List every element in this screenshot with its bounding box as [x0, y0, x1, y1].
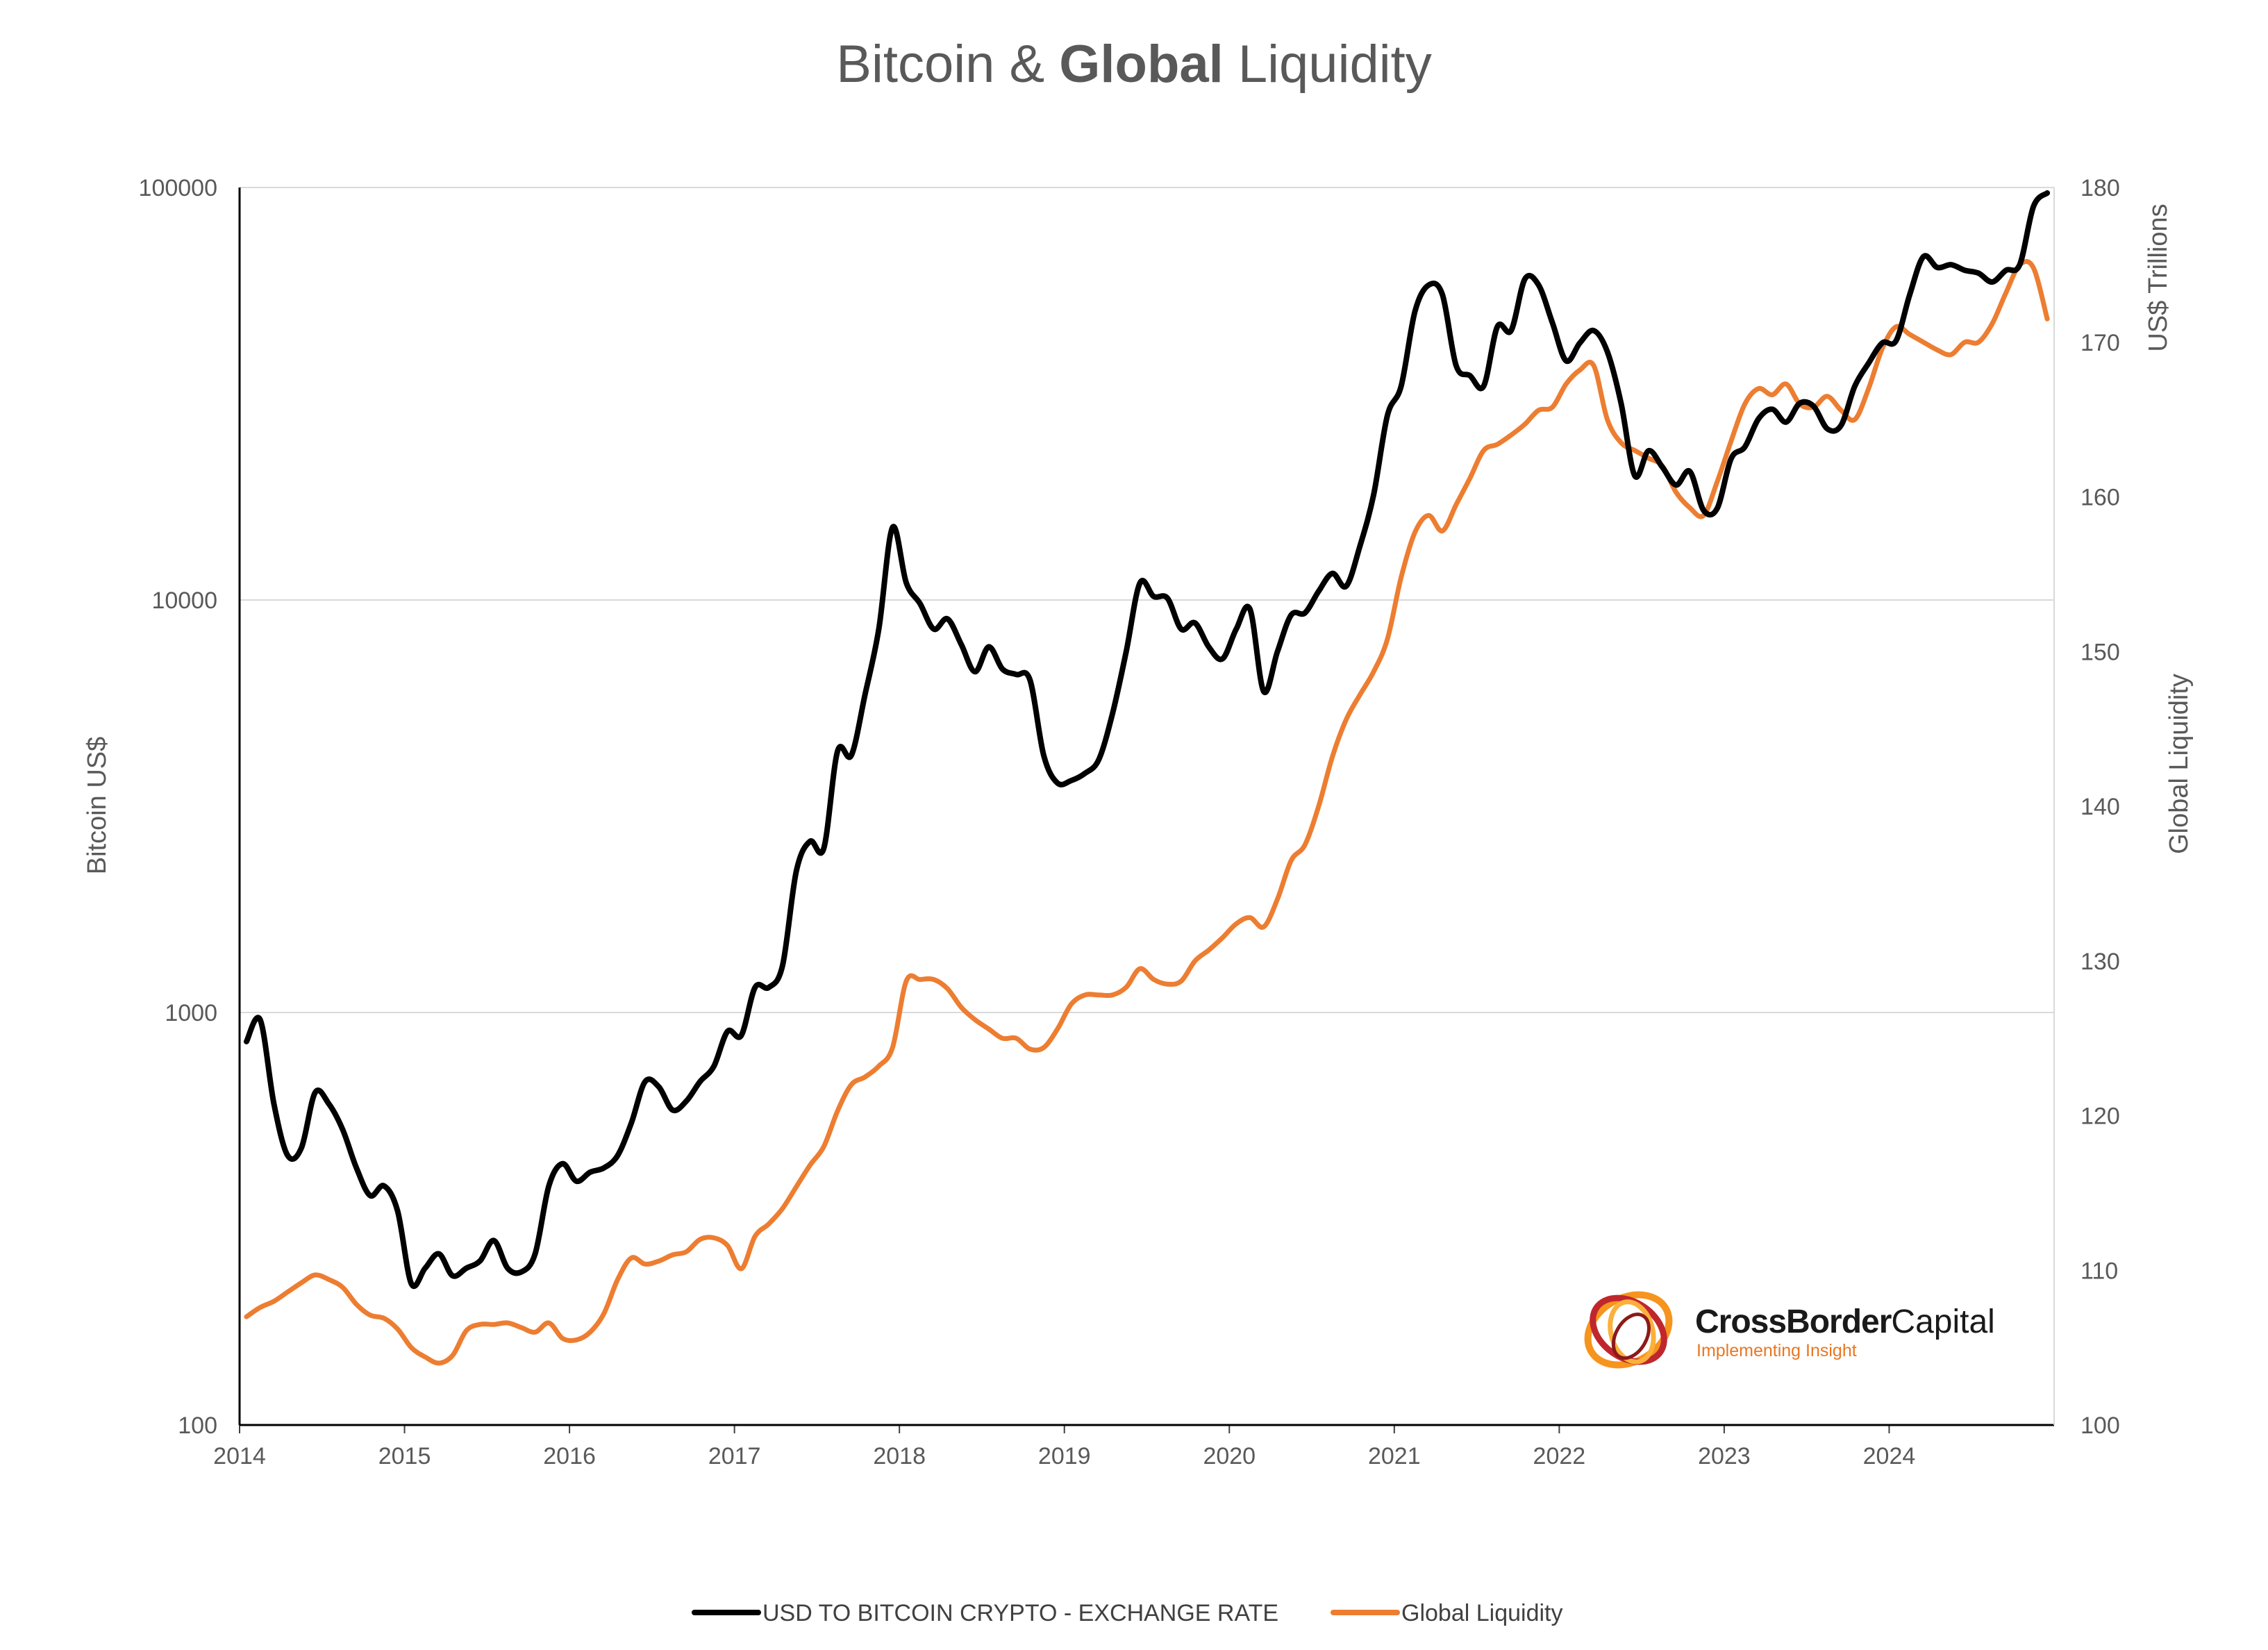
- crossborder-logo: CrossBorderCapital Implementing Insight: [1584, 1291, 1995, 1369]
- legend-label-bitcoin: USD TO BITCOIN CRYPTO - EXCHANGE RATE: [762, 1600, 1278, 1626]
- logo-name: CrossBorderCapital: [1695, 1303, 1995, 1340]
- y-left-tick-10000: 10000: [151, 588, 217, 614]
- gridlines: [240, 187, 2054, 1426]
- series-lines: [243, 190, 2051, 1366]
- chart-title-part2: Liquidity: [1224, 35, 1432, 94]
- logo-name-bold: CrossBorder: [1695, 1303, 1892, 1340]
- y-axis-right-units: US$ Trillions: [2144, 203, 2173, 351]
- y-right-tick-160: 160: [2081, 485, 2120, 511]
- series-line-global-liquidity: [244, 258, 2050, 1366]
- x-tick-2018: 2018: [873, 1443, 926, 1469]
- y-right-tick-130: 130: [2081, 949, 2120, 975]
- y-axis-left-title: Bitcoin US$: [83, 737, 112, 875]
- y-right-tick-100: 100: [2081, 1412, 2120, 1439]
- x-tick-2019: 2019: [1038, 1443, 1091, 1469]
- series-line-bitcoin: [243, 190, 2051, 1289]
- x-tick-2014: 2014: [213, 1443, 266, 1469]
- y-right-tick-140: 140: [2081, 794, 2120, 820]
- logo-name-regular: Capital: [1891, 1303, 1994, 1340]
- x-tick-2023: 2023: [1698, 1443, 1751, 1469]
- y-right-tick-180: 180: [2081, 175, 2120, 201]
- axes: [238, 188, 2055, 1433]
- logo-swirl-icon: [1584, 1291, 1673, 1369]
- x-tick-2015: 2015: [378, 1443, 431, 1469]
- legend-label-liquidity: Global Liquidity: [1401, 1600, 1562, 1626]
- logo-tagline: Implementing Insight: [1696, 1341, 1857, 1360]
- x-tick-2021: 2021: [1368, 1443, 1421, 1469]
- chart-title-part1: Bitcoin &: [836, 35, 1059, 94]
- tick-labels: 100 1000 10000 100000 100 110 120 130 140 150 160 1…: [139, 175, 2120, 1469]
- y-left-tick-100000: 100000: [139, 175, 217, 201]
- y-left-tick-100: 100: [178, 1412, 217, 1439]
- legend: USD TO BITCOIN CRYPTO - EXCHANGE RATE Gl…: [692, 1600, 1562, 1626]
- x-tick-2024: 2024: [1863, 1443, 1916, 1469]
- y-axis-right-title: Global Liquidity: [2165, 674, 2194, 854]
- x-tick-2020: 2020: [1203, 1443, 1256, 1469]
- x-tick-2017: 2017: [708, 1443, 761, 1469]
- chart-title: Bitcoin & Global Liquidity: [836, 35, 1431, 94]
- y-right-tick-170: 170: [2081, 330, 2120, 356]
- y-right-tick-110: 110: [2081, 1258, 2118, 1284]
- x-tick-2016: 2016: [543, 1443, 596, 1469]
- y-right-tick-120: 120: [2081, 1103, 2120, 1130]
- y-right-tick-150: 150: [2081, 639, 2120, 665]
- chart-title-bold: Global: [1059, 35, 1223, 94]
- x-tick-2022: 2022: [1533, 1443, 1586, 1469]
- y-left-tick-1000: 1000: [165, 1000, 217, 1026]
